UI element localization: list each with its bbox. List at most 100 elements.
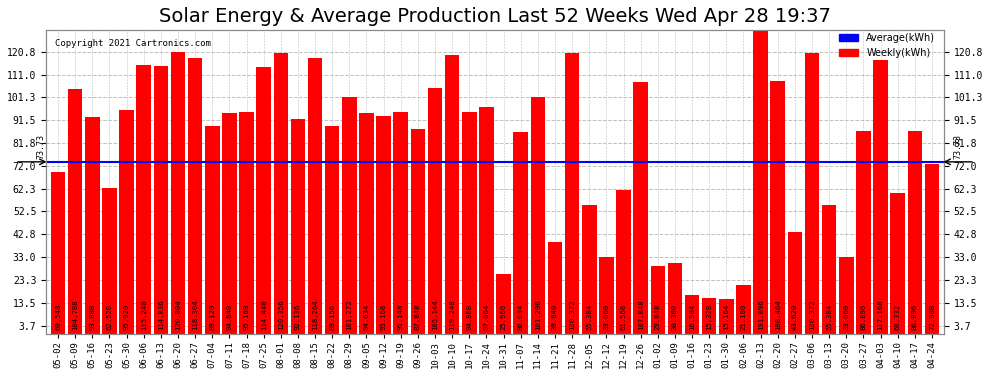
Text: 97.064: 97.064 <box>483 303 489 330</box>
Text: 107.848: 107.848 <box>638 299 644 330</box>
Text: 86.896: 86.896 <box>912 303 918 330</box>
Bar <box>325 126 340 334</box>
Bar <box>188 58 202 334</box>
Bar <box>137 65 151 334</box>
Bar <box>153 66 168 334</box>
Text: 119.248: 119.248 <box>449 299 455 330</box>
Bar <box>856 131 870 334</box>
Bar <box>873 60 888 334</box>
Text: 120.356: 120.356 <box>278 299 284 330</box>
Text: 114.836: 114.836 <box>157 299 164 330</box>
Text: 60.332: 60.332 <box>895 303 901 330</box>
Bar <box>376 116 391 334</box>
Bar <box>925 164 940 334</box>
Bar <box>719 299 734 334</box>
Bar <box>667 263 682 334</box>
Text: 117.168: 117.168 <box>877 299 883 330</box>
Text: 33.060: 33.060 <box>843 303 849 330</box>
Text: 73.73: 73.73 <box>37 134 46 159</box>
Bar <box>547 242 562 334</box>
Text: 105.144: 105.144 <box>432 299 438 330</box>
Text: 95.148: 95.148 <box>398 303 404 330</box>
Text: 104.788: 104.788 <box>72 299 78 330</box>
Bar <box>343 98 356 334</box>
Bar <box>291 119 305 334</box>
Text: 94.640: 94.640 <box>227 303 233 330</box>
Text: 114.440: 114.440 <box>260 299 266 330</box>
Bar <box>616 190 631 334</box>
Bar <box>445 56 459 334</box>
Text: 16.584: 16.584 <box>689 303 695 330</box>
Bar <box>770 81 785 334</box>
Text: 55.384: 55.384 <box>826 303 833 330</box>
Text: 33.060: 33.060 <box>603 303 610 330</box>
Text: 72.908: 72.908 <box>929 303 935 330</box>
Text: 94.634: 94.634 <box>363 303 369 330</box>
Bar <box>582 205 597 334</box>
Text: 191.096: 191.096 <box>757 299 763 330</box>
Bar <box>908 131 922 334</box>
Bar <box>634 82 647 334</box>
Text: 89.156: 89.156 <box>330 303 336 330</box>
Bar <box>205 126 220 334</box>
Bar <box>240 112 253 334</box>
Text: 120.372: 120.372 <box>569 299 575 330</box>
Bar <box>599 257 614 334</box>
Bar <box>462 112 476 334</box>
Text: 43.620: 43.620 <box>792 303 798 330</box>
Bar <box>702 298 717 334</box>
Text: 101.272: 101.272 <box>346 299 352 330</box>
Text: 15.328: 15.328 <box>706 303 712 330</box>
Text: 95.168: 95.168 <box>244 303 249 330</box>
Text: 94.868: 94.868 <box>466 303 472 330</box>
Text: 87.848: 87.848 <box>415 303 421 330</box>
Title: Solar Energy & Average Production Last 52 Weeks Wed Apr 28 19:37: Solar Energy & Average Production Last 5… <box>159 7 831 26</box>
Bar <box>822 205 837 334</box>
Text: 120.804: 120.804 <box>175 299 181 330</box>
Bar <box>805 53 820 334</box>
Bar <box>685 296 699 334</box>
Text: 108.464: 108.464 <box>775 299 781 330</box>
Text: 93.008: 93.008 <box>89 303 95 330</box>
Bar <box>308 58 323 334</box>
Bar <box>411 129 425 334</box>
Bar <box>393 112 408 334</box>
Text: 55.384: 55.384 <box>586 303 592 330</box>
Bar <box>839 257 853 334</box>
Bar <box>102 188 117 334</box>
Text: Copyright 2021 Cartronics.com: Copyright 2021 Cartronics.com <box>55 39 211 48</box>
Text: 73.73: 73.73 <box>953 134 962 159</box>
Bar <box>222 113 237 334</box>
Bar <box>85 117 100 334</box>
Bar <box>753 0 768 334</box>
Text: 118.264: 118.264 <box>312 299 318 330</box>
Text: 30.360: 30.360 <box>672 303 678 330</box>
Bar <box>170 52 185 334</box>
Bar <box>428 88 443 334</box>
Text: 92.136: 92.136 <box>295 303 301 330</box>
Text: 86.896: 86.896 <box>860 303 866 330</box>
Text: 15.164: 15.164 <box>724 303 730 330</box>
Bar <box>68 89 82 334</box>
Bar <box>496 273 511 334</box>
Bar <box>50 172 65 334</box>
Text: 95.920: 95.920 <box>124 303 130 330</box>
Bar <box>788 232 802 334</box>
Text: 118.304: 118.304 <box>192 299 198 330</box>
Bar <box>120 110 134 334</box>
Bar <box>256 67 271 334</box>
Text: 39.640: 39.640 <box>552 303 558 330</box>
Text: 115.240: 115.240 <box>141 299 147 330</box>
Text: 62.520: 62.520 <box>107 303 113 330</box>
Text: 89.120: 89.120 <box>209 303 215 330</box>
Bar <box>737 285 750 334</box>
Text: 25.960: 25.960 <box>501 303 507 330</box>
Text: 21.180: 21.180 <box>741 303 746 330</box>
Bar <box>273 53 288 334</box>
Bar <box>359 113 374 334</box>
Text: 29.048: 29.048 <box>654 303 660 330</box>
Legend: Average(kWh), Weekly(kWh): Average(kWh), Weekly(kWh) <box>836 29 940 62</box>
Bar <box>479 107 494 334</box>
Bar <box>514 132 528 334</box>
Text: 86.604: 86.604 <box>518 303 524 330</box>
